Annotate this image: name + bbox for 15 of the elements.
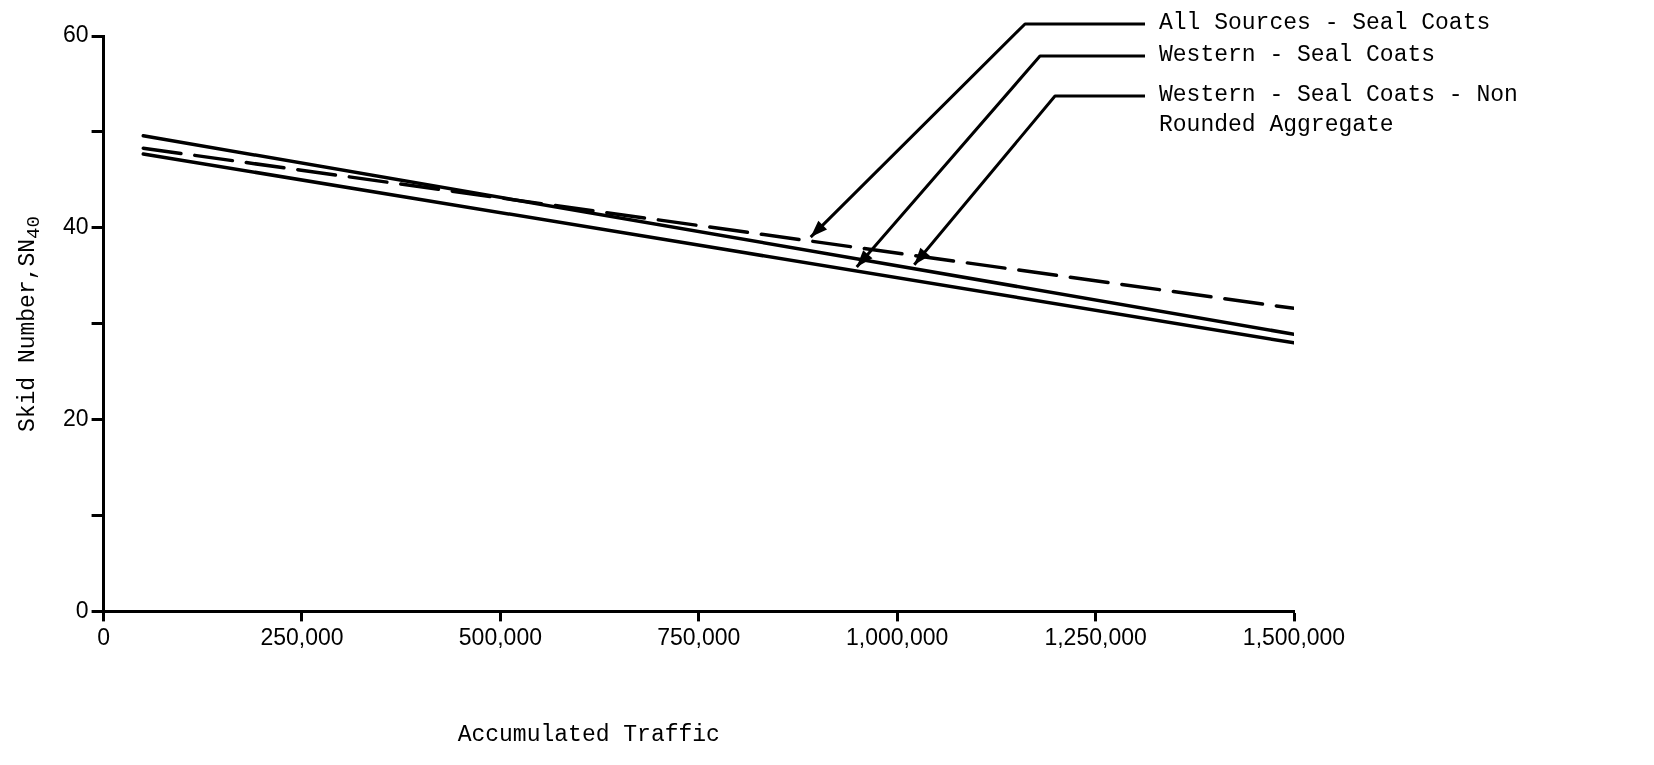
y-tick-label: 20 <box>62 404 89 431</box>
x-tick-label: 1,500,000 <box>1242 623 1346 650</box>
x-tick-label: 1,250,000 <box>1044 623 1147 650</box>
x-tick-label: 250,000 <box>260 623 344 650</box>
text: Western - Seal Coats <box>1159 41 1437 70</box>
text: All Sources - Seal Coats <box>1159 9 1492 38</box>
y-tick-label: 60 <box>62 21 89 48</box>
x-tick-label: 500,000 <box>458 623 542 650</box>
x-axis-title: Accumulated Traffic <box>457 722 720 748</box>
x-tick-label: 1,000,000 <box>846 623 949 650</box>
x-tick-label: 750,000 <box>657 623 741 650</box>
y-tick-label: 40 <box>62 213 89 240</box>
y-tick-label: 0 <box>75 596 89 623</box>
x-tick-label: 0 <box>97 623 110 650</box>
text: Western - Seal Coats - Non Rounded Aggregate <box>1159 81 1519 140</box>
